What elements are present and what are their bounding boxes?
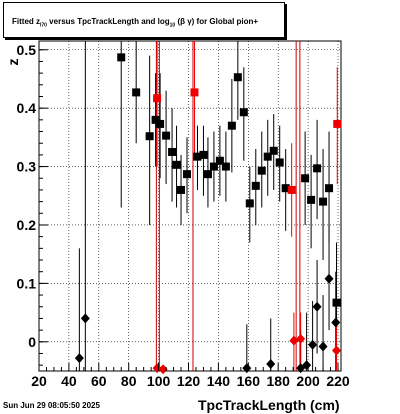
data-point-diamond [312,301,322,312]
x-tick-label: 180 [267,373,291,389]
title-box: Fitted zI70 versus TpcTrackLength and lo… [3,2,285,38]
data-point-square [221,162,230,171]
data-point-square [275,158,284,167]
data-point-square [117,53,126,62]
data-point-diamond [308,339,318,350]
data-point-square [183,170,192,179]
data-point-square [257,166,266,175]
data-point-diamond [332,345,342,356]
x-tick-label: 220 [326,373,350,389]
data-point-diamond [324,273,334,284]
data-point-diamond [296,333,306,344]
y-axis-label: z [5,59,21,66]
y-tick-label: 0.1 [17,275,37,291]
data-point-square [156,119,165,128]
data-point-square [325,184,334,193]
data-points [74,53,342,375]
data-point-square [151,115,160,124]
data-point-square [199,150,208,159]
data-point-square [319,197,328,206]
data-point-diamond [318,341,328,352]
y-tick-label: 0 [28,334,36,350]
x-tick-label: 80 [121,373,137,389]
chart-title: Fitted zI70 versus TpcTrackLength and lo… [12,17,259,29]
data-point-square [203,170,212,179]
y-tick-label: 0.5 [17,42,37,58]
data-point-square [332,298,341,307]
data-point-diamond [242,363,252,374]
data-point-square [190,88,199,97]
data-point-square [215,156,224,165]
data-point-diamond [74,353,84,364]
data-point-square [263,152,272,161]
data-point-square [287,185,296,194]
y-tick-label: 0.4 [17,100,37,116]
data-point-square [177,185,186,194]
data-point-square [153,94,162,103]
data-point-square [162,131,171,140]
plot-frame [38,40,342,372]
y-tick-label: 0.3 [17,159,37,175]
data-point-square [239,108,248,117]
data-point-diamond [331,317,341,328]
data-point-square [251,181,260,190]
error-bars [78,41,338,371]
data-point-square [193,152,202,161]
x-tick-label: 200 [296,373,320,389]
x-tick-label: 120 [177,373,201,389]
data-point-square [227,121,236,130]
grid [39,41,341,371]
data-point-diamond [289,335,299,346]
data-point-diamond [302,360,312,371]
axes: 20 40 60 80 100 120 140 160 180 200 220 0 0.1 0.2 0.3 0… [5,42,350,389]
data-point-square [313,164,322,173]
data-point-square [233,73,242,82]
data-point-square [245,199,254,208]
timestamp-footer: Sun Jun 29 08:05:50 2025 [3,401,100,410]
data-point-diamond [80,313,90,324]
data-point-square [168,147,177,156]
data-point-square [307,195,316,204]
data-point-square [172,160,181,169]
x-axis-label: TpcTrackLength (cm) [198,397,340,413]
x-tick-label: 20 [31,373,47,389]
data-point-square [145,132,154,141]
data-point-diamond [266,358,276,369]
x-tick-label: 40 [61,373,77,389]
data-point-square [301,174,310,183]
x-tick-label: 140 [207,373,231,389]
data-point-square [209,162,218,171]
y-tick-label: 0.2 [17,217,37,233]
data-point-diamond [152,363,162,374]
x-tick-label: 60 [91,373,107,389]
x-tick-label: 160 [237,373,261,389]
data-point-square [281,184,290,193]
data-point-square [269,146,278,155]
data-point-square [333,119,342,128]
x-tick-label: 100 [147,373,171,389]
data-point-square [132,88,141,97]
data-point-diamond [158,364,168,375]
